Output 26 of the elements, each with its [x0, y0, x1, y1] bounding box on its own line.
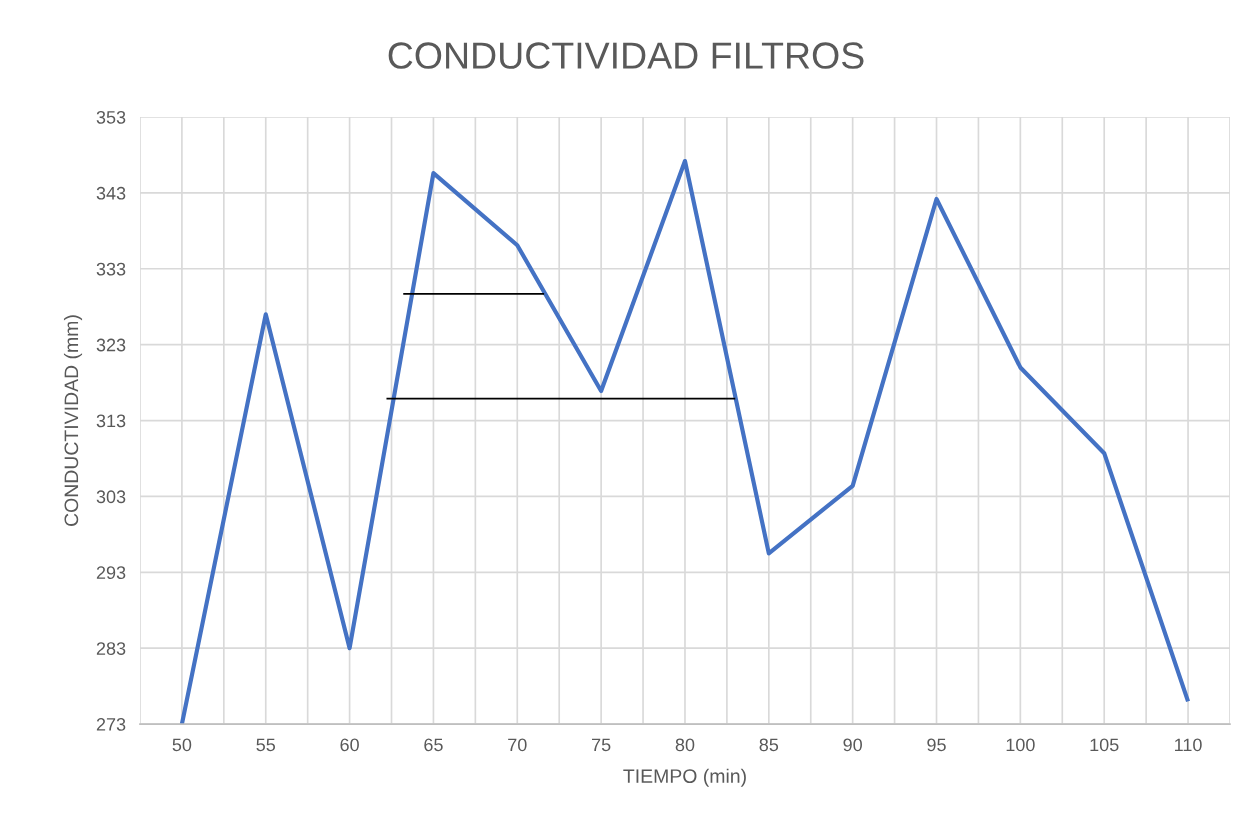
chart-title: CONDUCTIVIDAD FILTROS: [388, 42, 864, 69]
y-axis-title: CONDUCTIVIDAD (mm): [63, 315, 83, 526]
y-tick-label: 333: [96, 262, 126, 276]
x-tick-label: 70: [508, 738, 527, 752]
y-tick-label: 343: [96, 186, 126, 200]
x-tick-label: 110: [1175, 738, 1202, 752]
y-tick-label: 323: [96, 338, 126, 352]
x-tick-label: 65: [424, 738, 443, 752]
x-tick-label: 50: [172, 738, 192, 752]
line-series: [179, 158, 1191, 725]
x-axis-title: TIEMPO (min): [623, 768, 746, 787]
y-tick-label: 273: [96, 718, 126, 731]
x-tick-label: 105: [1090, 738, 1119, 752]
y-tick-label: 283: [96, 642, 126, 655]
y-tick-label: 293: [96, 566, 126, 580]
y-tick-label: 303: [96, 490, 126, 504]
x-tick-label: 85: [759, 738, 779, 752]
y-tick-label: 313: [96, 414, 126, 428]
x-tick-label: 60: [340, 738, 359, 752]
x-tick-label: 90: [843, 738, 862, 752]
x-tick-label: 55: [256, 738, 276, 752]
x-tick-label: 95: [927, 738, 946, 752]
y-tick-label: 353: [96, 110, 126, 124]
x-tick-label: 100: [1006, 738, 1035, 752]
x-tick-label: 75: [592, 738, 611, 752]
x-tick-label: 80: [675, 738, 695, 752]
